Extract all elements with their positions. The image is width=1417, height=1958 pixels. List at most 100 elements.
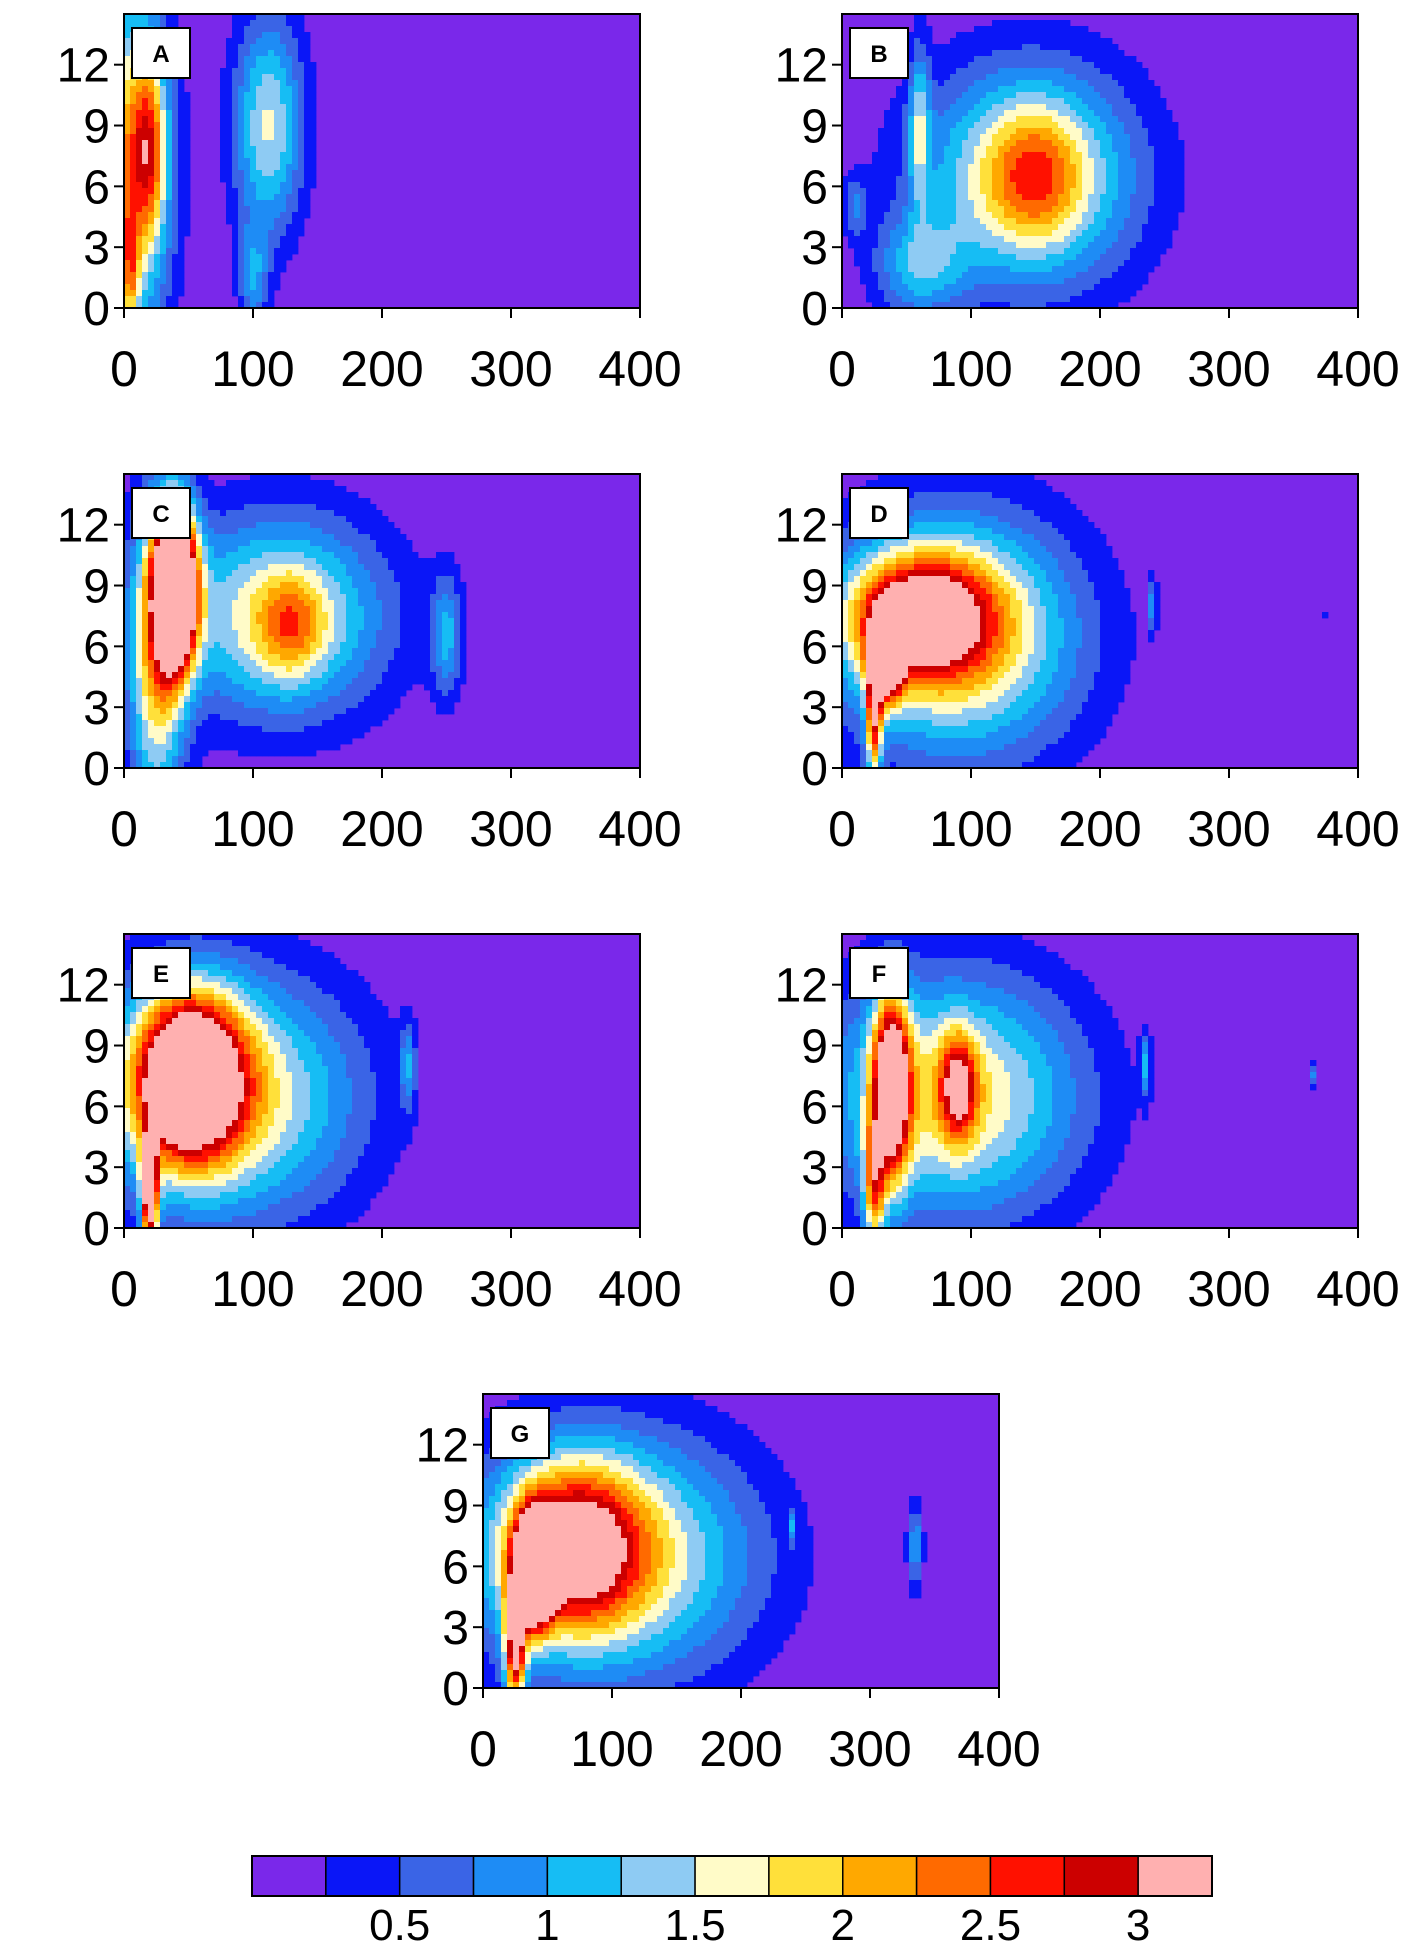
field-cell — [304, 630, 311, 637]
field-cell — [238, 134, 245, 141]
field-cell — [130, 152, 137, 159]
field-cell — [274, 266, 281, 273]
field-cell — [1088, 212, 1095, 219]
field-cell — [950, 290, 957, 297]
field-cell — [130, 104, 137, 111]
field-cell — [376, 588, 383, 595]
field-cell — [992, 62, 999, 69]
field-cell — [322, 540, 329, 547]
field-cell — [412, 612, 419, 619]
field-cell — [202, 636, 209, 643]
field-cell — [914, 194, 921, 201]
field-cell — [998, 152, 1005, 159]
field-cell — [1124, 200, 1131, 207]
field-cell — [172, 642, 179, 649]
field-cell — [860, 224, 867, 231]
field-cell — [902, 200, 909, 207]
field-cell — [124, 20, 131, 27]
field-cell — [166, 570, 173, 577]
field-cell — [226, 164, 233, 171]
field-cell — [160, 642, 167, 649]
field-cell — [1088, 182, 1095, 189]
field-cell — [1082, 110, 1089, 117]
field-cell — [292, 128, 299, 135]
field-cell — [184, 200, 191, 207]
field-cell — [872, 290, 879, 297]
field-cell — [298, 528, 305, 535]
field-cell — [274, 492, 281, 499]
field-cell — [1016, 260, 1023, 267]
field-cell — [136, 648, 143, 655]
field-cell — [334, 504, 341, 511]
field-cell — [1058, 236, 1065, 243]
field-cell — [998, 44, 1005, 51]
field-cell — [142, 134, 149, 141]
field-cell — [154, 302, 161, 309]
field-cell — [866, 188, 873, 195]
field-cell — [992, 134, 999, 141]
field-cell — [1046, 20, 1053, 27]
field-cell — [1076, 32, 1083, 39]
field-cell — [1070, 140, 1077, 147]
field-cell — [980, 290, 987, 297]
field-cell — [890, 110, 897, 117]
field-cell — [166, 212, 173, 219]
field-cell — [896, 236, 903, 243]
field-cell — [1004, 80, 1011, 87]
field-cell — [890, 122, 897, 129]
field-cell — [244, 534, 251, 541]
field-cell — [172, 480, 179, 487]
field-cell — [1160, 236, 1167, 243]
field-cell — [860, 272, 867, 279]
field-cell — [304, 200, 311, 207]
field-cell — [950, 194, 957, 201]
field-cell — [1160, 116, 1167, 123]
field-cell — [244, 170, 251, 177]
field-cell — [382, 546, 389, 553]
field-cell — [130, 86, 137, 93]
field-cell — [238, 68, 245, 75]
field-cell — [292, 600, 299, 607]
field-cell — [1112, 182, 1119, 189]
field-cell — [382, 636, 389, 643]
field-cell — [202, 486, 209, 493]
field-cell — [178, 92, 185, 99]
field-cell — [256, 510, 263, 517]
field-cell — [1028, 236, 1035, 243]
field-cell — [1130, 92, 1137, 99]
field-cell — [274, 218, 281, 225]
field-cell — [244, 62, 251, 69]
field-cell — [938, 176, 945, 183]
field-cell — [208, 654, 215, 661]
field-cell — [280, 474, 287, 481]
field-cell — [250, 104, 257, 111]
field-cell — [226, 510, 233, 517]
field-cell — [148, 606, 155, 613]
field-cell — [920, 200, 927, 207]
field-cell — [1028, 104, 1035, 111]
field-cell — [956, 140, 963, 147]
field-cell — [878, 194, 885, 201]
field-cell — [1064, 86, 1071, 93]
field-cell — [908, 50, 915, 57]
field-cell — [136, 588, 143, 595]
field-cell — [1130, 290, 1137, 297]
field-cell — [1124, 242, 1131, 249]
field-cell — [130, 552, 137, 559]
field-cell — [400, 594, 407, 601]
field-cell — [956, 38, 963, 45]
field-cell — [286, 134, 293, 141]
field-cell — [262, 486, 269, 493]
field-cell — [950, 182, 957, 189]
field-cell — [1076, 74, 1083, 81]
field-cell — [370, 624, 377, 631]
field-cell — [124, 200, 131, 207]
field-cell — [1106, 296, 1113, 303]
field-cell — [346, 552, 353, 559]
field-cell — [1106, 284, 1113, 291]
field-cell — [292, 636, 299, 643]
field-cell — [884, 260, 891, 267]
field-cell — [902, 218, 909, 225]
field-cell — [244, 92, 251, 99]
field-cell — [974, 110, 981, 117]
